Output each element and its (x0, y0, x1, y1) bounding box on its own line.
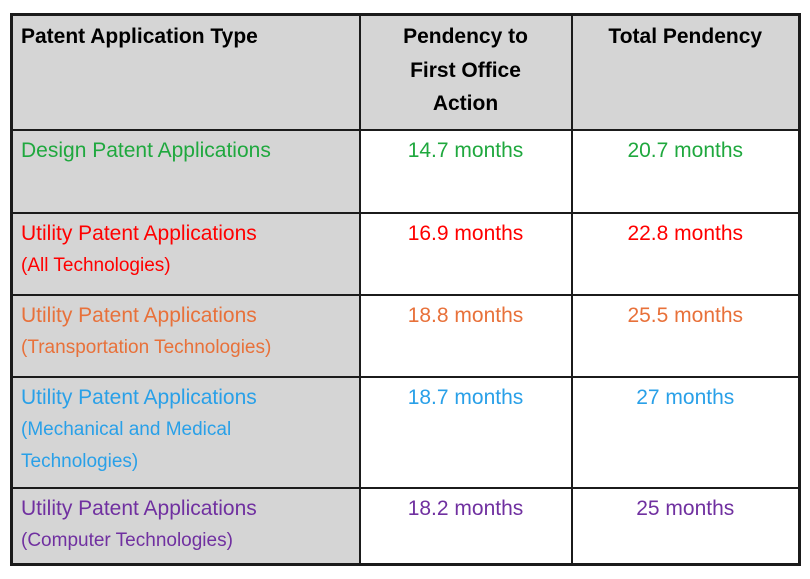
table-row-design: Design Patent Applications 14.7 months 2… (10, 128, 801, 214)
total-pendency-cell: 25 months (570, 486, 801, 566)
row-label-main: Utility Patent Applications (21, 221, 257, 245)
row-label-cell: Utility Patent Applications (Transportat… (10, 293, 361, 378)
header-pendency-to-first-office-action: Pendency to First Office Action (358, 13, 573, 131)
first-office-action-cell: 14.7 months (358, 128, 573, 214)
header-row: Patent Application Type Pendency to Firs… (10, 13, 801, 131)
row-label-sub: (Mechanical and Medical Technologies) (21, 419, 232, 472)
row-label-main: Utility Patent Applications (21, 385, 257, 409)
table-row-utility-mechanical-medical: Utility Patent Applications (Mechanical … (10, 375, 801, 489)
row-label-sub: (Transportation Technologies) (21, 337, 272, 359)
total-pendency-cell: 25.5 months (570, 293, 801, 378)
row-label-cell: Design Patent Applications (10, 128, 361, 214)
first-office-action-cell: 18.2 months (358, 486, 573, 566)
total-pendency-cell: 20.7 months (570, 128, 801, 214)
first-office-action-cell: 16.9 months (358, 211, 573, 296)
row-label-sub: (Computer Technologies) (21, 530, 233, 552)
row-label-sub: (All Technologies) (21, 255, 171, 277)
header-pendency-label: Pendency to First Office Action (403, 25, 528, 116)
row-label-cell: Utility Patent Applications (Computer Te… (10, 486, 361, 566)
total-pendency-cell: 22.8 months (570, 211, 801, 296)
first-office-action-cell: 18.7 months (358, 375, 573, 489)
header-patent-application-type: Patent Application Type (10, 13, 361, 131)
table-row-utility-computer: Utility Patent Applications (Computer Te… (10, 486, 801, 566)
header-total-pendency: Total Pendency (570, 13, 801, 131)
patent-pendency-table: Patent Application Type Pendency to Firs… (10, 13, 801, 566)
table-body: Design Patent Applications 14.7 months 2… (10, 128, 801, 566)
row-label-main: Design Patent Applications (21, 138, 271, 162)
table-header: Patent Application Type Pendency to Firs… (10, 13, 801, 131)
row-label-cell: Utility Patent Applications (Mechanical … (10, 375, 361, 489)
row-label-cell: Utility Patent Applications (All Technol… (10, 211, 361, 296)
first-office-action-cell: 18.8 months (358, 293, 573, 378)
row-label-main: Utility Patent Applications (21, 303, 257, 327)
table-row-utility-transportation: Utility Patent Applications (Transportat… (10, 293, 801, 378)
total-pendency-cell: 27 months (570, 375, 801, 489)
table-row-utility-all: Utility Patent Applications (All Technol… (10, 211, 801, 296)
row-label-main: Utility Patent Applications (21, 496, 257, 520)
